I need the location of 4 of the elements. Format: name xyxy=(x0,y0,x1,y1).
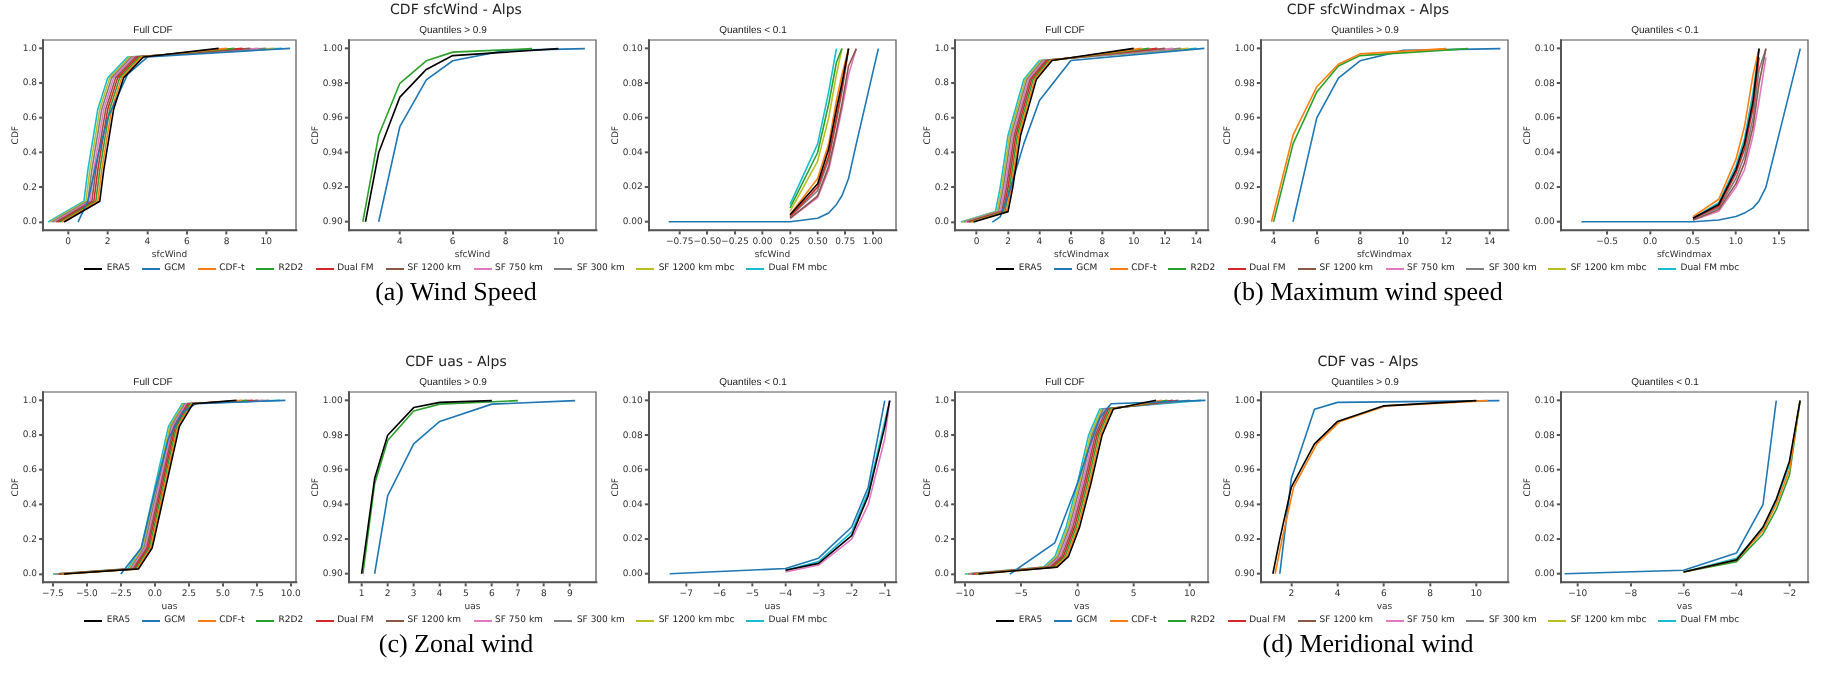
text: (a) Wind Speed xyxy=(373,276,539,308)
text: (d) Meridional wind xyxy=(1260,628,1476,660)
text: (c) Zonal wind xyxy=(376,628,536,660)
text: (b) Maximum wind speed xyxy=(1231,276,1505,308)
